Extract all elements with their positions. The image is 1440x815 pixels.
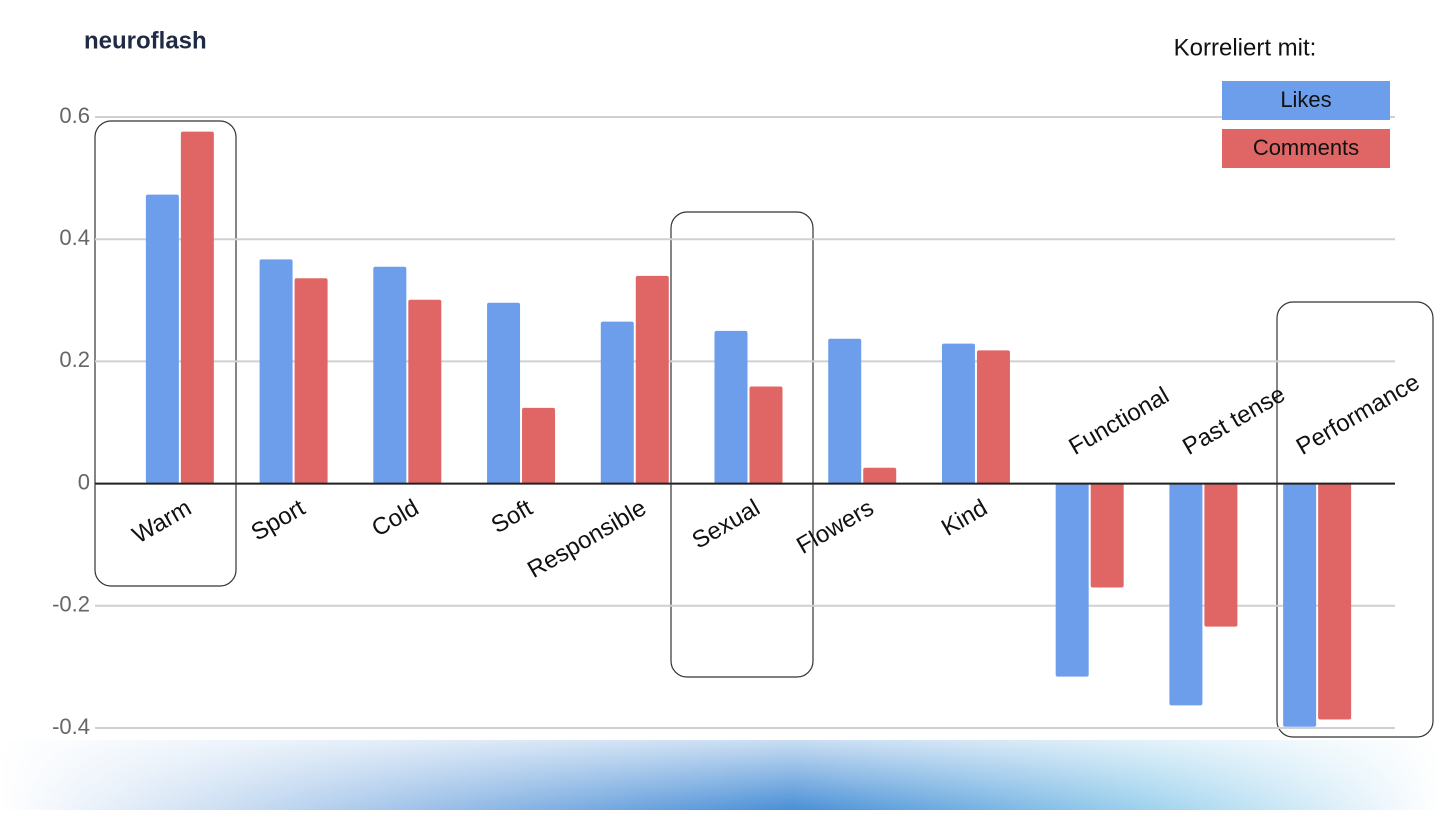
bar: [941, 343, 975, 484]
legend-swatch: [1222, 81, 1390, 120]
bar: [1204, 483, 1238, 627]
x-tick-label: Sport: [247, 494, 310, 546]
bar: [749, 386, 783, 484]
x-tick-label: Soft: [487, 494, 538, 539]
y-tick-label: 0.4: [59, 225, 90, 250]
x-tick-label: Sexual: [688, 494, 765, 554]
bar: [600, 321, 634, 484]
x-tick-label: Functional: [1064, 382, 1173, 461]
legend-label: Comments: [1253, 135, 1359, 160]
x-tick-label: Past tense: [1178, 381, 1290, 461]
x-tick-label: Performance: [1292, 369, 1424, 461]
x-tick-label: Responsible: [523, 494, 651, 583]
bar: [1283, 483, 1317, 727]
y-tick-label: 0.2: [59, 347, 90, 372]
bar: [863, 467, 897, 484]
x-tick-label: Kind: [937, 494, 992, 541]
logo: neuroflash: [84, 27, 207, 54]
bar: [828, 338, 862, 484]
x-tick-label: Flowers: [792, 494, 878, 559]
y-tick-label: -0.2: [52, 592, 90, 617]
bar: [180, 131, 214, 484]
x-tick-label: Warm: [128, 494, 196, 549]
bar: [1318, 483, 1352, 720]
y-tick-label: -0.4: [52, 714, 90, 739]
bar: [408, 299, 442, 484]
y-tick-label: 0: [78, 469, 90, 494]
bar: [145, 194, 179, 484]
highlight-box: [94, 120, 237, 587]
bar: [976, 350, 1010, 484]
bar: [487, 302, 521, 484]
bar: [714, 330, 748, 484]
legend-swatch: [1222, 129, 1390, 168]
bar: [259, 259, 293, 484]
bar: [1055, 483, 1089, 677]
legend-label: Likes: [1280, 87, 1331, 112]
decor-fade: [0, 740, 1440, 810]
y-tick-label: 0.6: [59, 103, 90, 128]
bar: [1169, 483, 1203, 706]
highlight-box: [670, 211, 814, 678]
bar: [1090, 483, 1124, 588]
bar: [635, 275, 669, 484]
legend-title: Korreliert mit:: [1174, 34, 1317, 61]
bar: [373, 266, 407, 484]
x-tick-label: Cold: [367, 494, 423, 542]
bar: [294, 278, 328, 484]
bar: [522, 407, 556, 484]
highlight-box: [1276, 301, 1434, 738]
